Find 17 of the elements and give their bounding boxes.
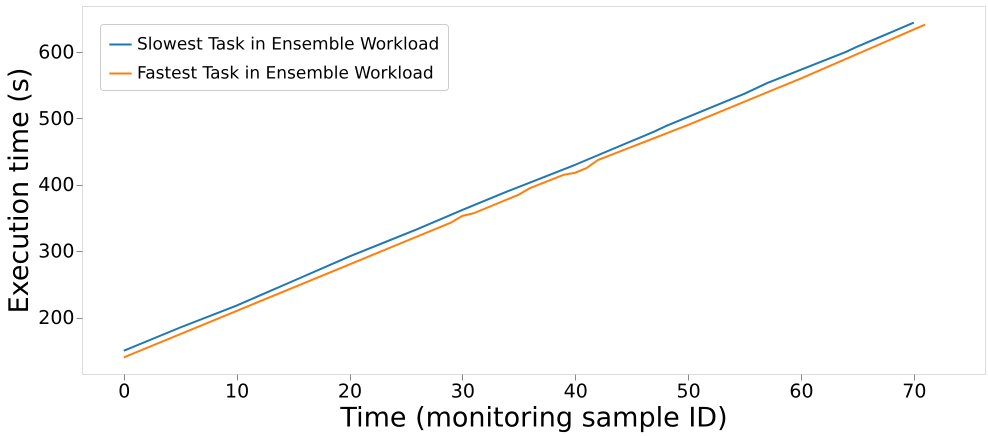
x-tick-label: 60 [789,380,814,402]
y-tick-label: 300 [38,240,74,263]
legend-label: Slowest Task in Ensemble Workload [137,34,440,54]
x-tick-label: 30 [450,380,475,402]
y-tick-label: 500 [38,108,74,130]
legend-label: Fastest Task in Ensemble Workload [137,64,434,84]
x-tick-label: 10 [225,380,250,402]
x-tick-label: 70 [902,380,926,402]
y-axis-title: Execution time (s) [4,68,36,314]
y-tick-label: 400 [38,174,74,196]
x-tick-label: 50 [676,380,701,402]
x-axis-title: Time (monitoring sample ID) [339,402,728,434]
x-tick-label: 20 [338,380,362,402]
x-tick-label: 0 [118,380,130,402]
x-tick-label: 40 [564,380,588,402]
y-tick-label: 600 [38,41,74,64]
y-tick-label: 200 [38,307,74,330]
